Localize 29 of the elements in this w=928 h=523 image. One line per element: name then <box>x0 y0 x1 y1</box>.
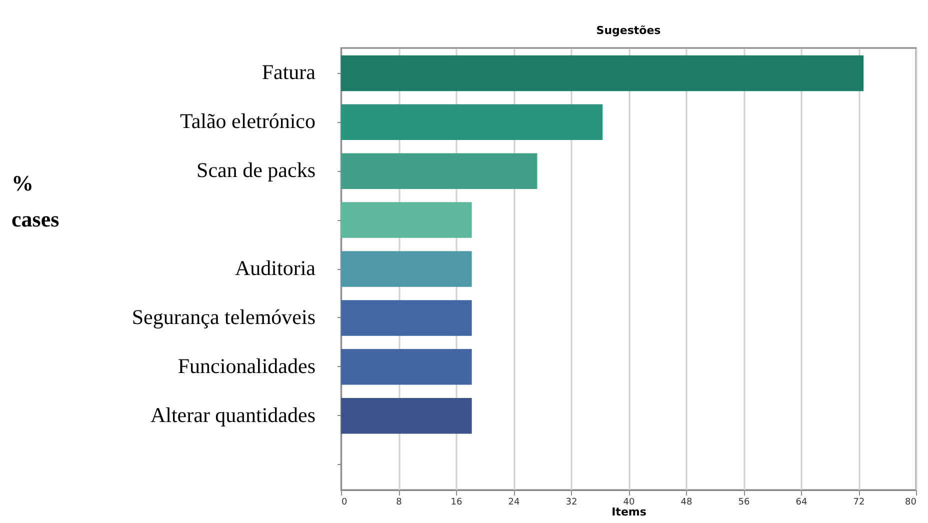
x-tick-label: 64 <box>796 498 808 508</box>
x-tick-label: 72 <box>853 498 865 508</box>
bar <box>341 349 472 385</box>
y-tick-label: Auditoria <box>235 256 316 280</box>
y-tick-label: Talão eletrónico <box>180 109 316 134</box>
bar <box>341 251 472 287</box>
x-tick-label: 0 <box>342 498 348 508</box>
bar <box>341 300 472 336</box>
bar <box>341 153 538 189</box>
bar <box>341 104 603 140</box>
bar <box>341 398 472 434</box>
y-tick-label: Fatura <box>262 60 316 84</box>
x-tick-label: 56 <box>738 498 750 508</box>
y-tick-label: Funcionalidades <box>178 354 316 378</box>
x-tick-label: 24 <box>508 498 520 508</box>
x-tick-label: 48 <box>680 498 692 508</box>
x-axis-title: Items <box>612 506 647 518</box>
x-tick-label: 8 <box>396 498 402 508</box>
bar <box>341 202 472 238</box>
bar <box>341 55 864 92</box>
y-tick-label: Scan de packs <box>196 158 316 182</box>
x-tick-label: 40 <box>623 498 635 508</box>
x-tick-label: 16 <box>450 498 462 508</box>
y-tick-label: Alterar quantidades <box>150 402 316 427</box>
y-tick-label: Segurança telemóveis <box>132 304 316 329</box>
chart-title: Sugestões <box>596 24 662 37</box>
y-axis-title: % cases <box>12 170 60 232</box>
x-tick-label: 32 <box>566 498 578 508</box>
x-tick-label: 80 <box>905 498 917 508</box>
